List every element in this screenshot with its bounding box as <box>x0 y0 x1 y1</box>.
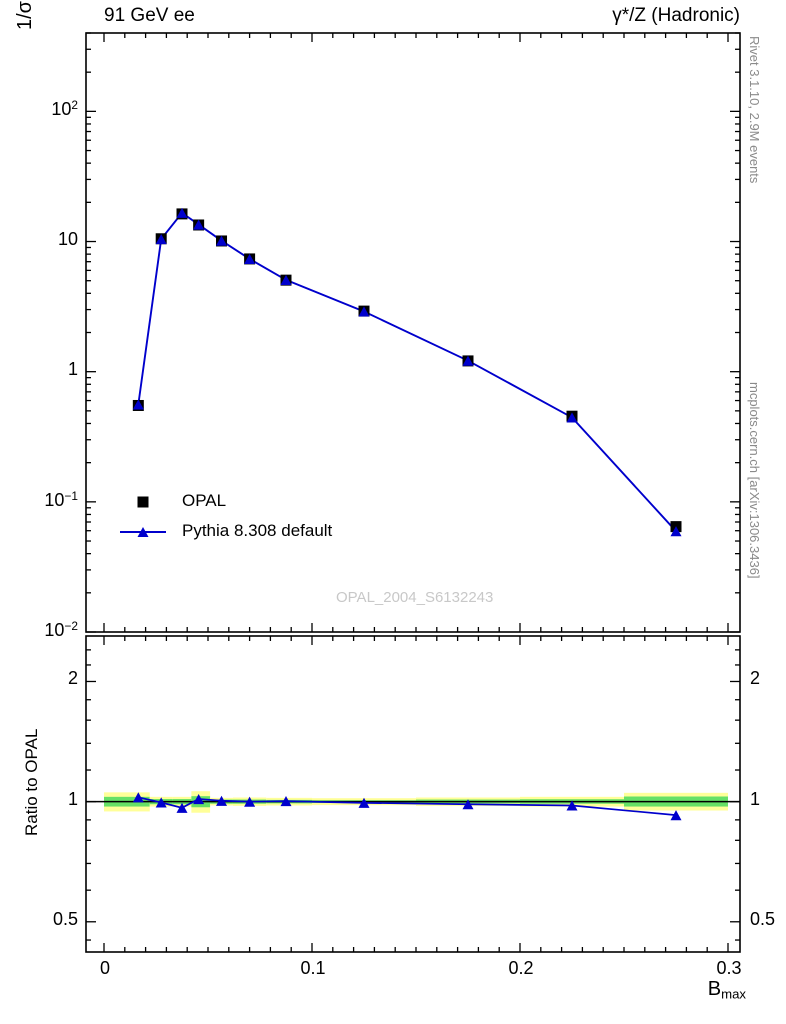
ratio-y-tick-label-left-2: 0.5 <box>52 908 78 929</box>
x-axis-label: Bmax <box>708 978 746 1002</box>
main-y-tick-label-2: 1 <box>67 358 78 379</box>
mc-marker-pythia-8 <box>462 355 474 366</box>
x-tick-label-1: 0.1 <box>300 958 326 978</box>
main-y-tick-label-0: 102 <box>51 98 78 120</box>
x-tick-label-2: 0.2 <box>508 958 534 978</box>
legend-marker-1 <box>137 526 149 538</box>
ratio-y-tick-label-left-0: 2 <box>67 668 78 689</box>
ratio-panel-frame <box>85 635 741 953</box>
ratio-y-tick-label-right-0: 2 <box>750 668 761 689</box>
x-axis-label-base: B <box>707 978 722 1000</box>
x-tick-label-3: 0.3 <box>716 958 742 978</box>
ratio-y-tick-label-right-2: 0.5 <box>750 908 776 929</box>
ratio-mc-marker-4 <box>216 795 228 806</box>
legend-label-0: OPAL <box>182 491 227 510</box>
ratio-mc-marker-3 <box>193 793 205 805</box>
mc-marker-pythia-1 <box>155 233 167 245</box>
ratio-mc-marker-1 <box>155 797 167 808</box>
main-panel-frame <box>85 32 741 633</box>
mc-marker-pythia-2 <box>176 207 188 218</box>
legend-marker-0 <box>137 496 149 508</box>
mc-marker-pythia-0 <box>132 399 144 410</box>
mc-marker-pythia-6 <box>280 274 292 285</box>
ratio-mc-marker-8 <box>462 799 474 810</box>
main-y-tick-label-3: 10−1 <box>44 488 78 510</box>
mc-line-main <box>137 211 677 532</box>
mc-marker-pythia-5 <box>244 253 256 264</box>
ratio-mc-marker-2 <box>176 802 188 813</box>
ratio-mc-marker-0 <box>132 792 144 803</box>
ratio-y-tick-label-left-1: 1 <box>67 788 78 809</box>
ratio-y-tick-label-right-1: 1 <box>750 788 761 809</box>
ratio-mc-marker-5 <box>244 796 256 807</box>
ratio-mc-marker-9 <box>566 800 578 811</box>
ratio-mc-marker-10 <box>670 810 682 821</box>
ratio-mc-marker-6 <box>280 796 292 807</box>
mc-marker-pythia-3 <box>193 219 205 230</box>
mc-marker-pythia-7 <box>358 306 370 317</box>
mc-marker-pythia-10 <box>670 526 682 537</box>
ratio-mc-marker-7 <box>358 797 370 808</box>
mc-marker-pythia-9 <box>566 412 578 423</box>
main-y-tick-label-4: 10−2 <box>44 619 78 641</box>
mc-marker-pythia-4 <box>216 235 228 246</box>
legend-label-1: Pythia 8.308 default <box>182 521 333 540</box>
analysis-watermark: OPAL_2004_S6132243 <box>336 589 494 606</box>
main-y-tick-label-1: 10 <box>57 228 78 249</box>
x-axis-label-sub: max <box>721 986 746 1002</box>
header-right-process: γ*/Z (Hadronic) <box>612 5 740 26</box>
x-tick-label-0: 0 <box>100 958 111 978</box>
header-left-energy: 91 GeV ee <box>104 5 195 26</box>
